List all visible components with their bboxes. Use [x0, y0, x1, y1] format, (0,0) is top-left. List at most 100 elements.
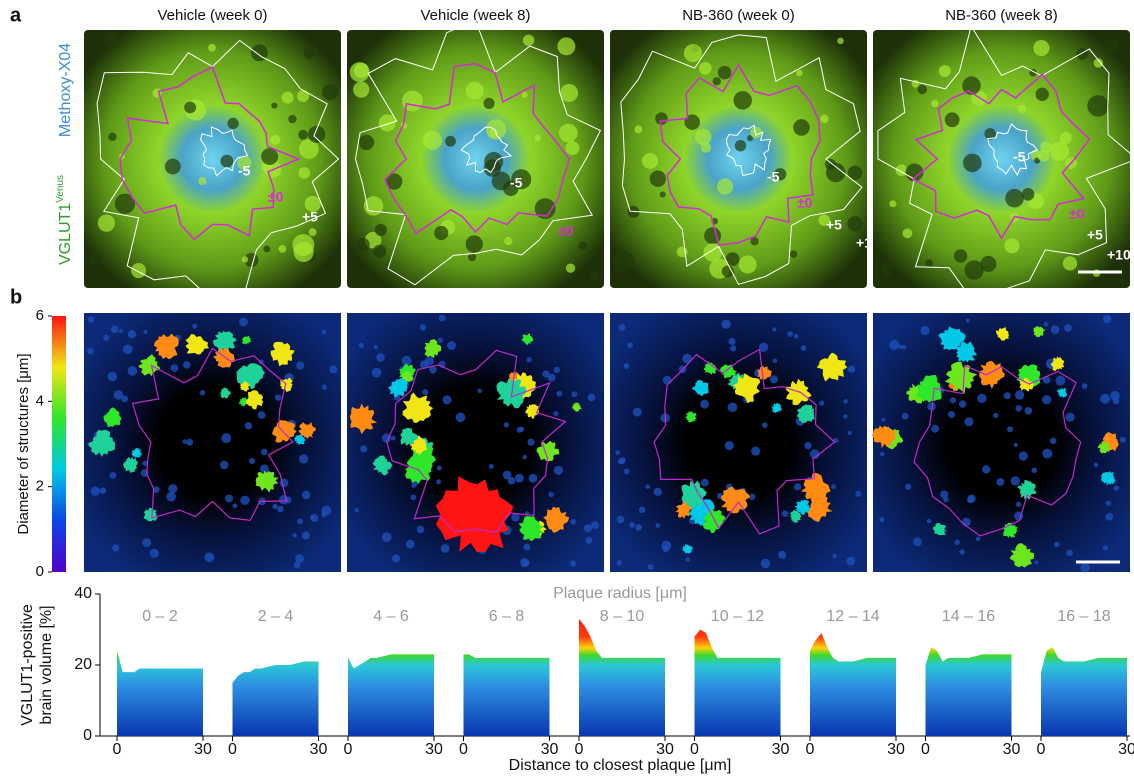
map-texture [1114, 485, 1119, 490]
map-texture [200, 390, 206, 396]
map-texture [128, 330, 136, 338]
map-texture [192, 324, 197, 329]
map-texture [529, 474, 538, 483]
map-texture [391, 436, 396, 441]
map-texture [436, 479, 441, 484]
map-texture [478, 389, 482, 393]
map-texture [456, 413, 466, 423]
map-texture [553, 411, 558, 416]
contour-annotation: +5 [302, 209, 318, 225]
image-texture [954, 249, 968, 263]
image-texture [522, 92, 528, 98]
map-texture [354, 508, 358, 512]
x-tick-label: 30 [1003, 741, 1021, 758]
x-tick-label: 0 [921, 741, 930, 758]
image-texture [613, 250, 635, 272]
map-texture [819, 401, 824, 406]
image-texture [1004, 238, 1019, 253]
map-texture [570, 560, 576, 566]
map-texture [1042, 449, 1052, 459]
area [926, 647, 1012, 736]
area [810, 633, 896, 736]
image-texture [379, 114, 396, 131]
map-texture [150, 549, 159, 558]
map-texture [245, 422, 252, 429]
map-texture [655, 523, 660, 528]
map-texture [411, 483, 416, 488]
y-tick-label: 20 [74, 656, 92, 673]
image-texture [292, 234, 314, 256]
map-texture [233, 503, 238, 508]
map-texture [701, 479, 709, 487]
map-texture [1050, 438, 1057, 445]
image-texture [489, 129, 498, 138]
panel-label: 4 – 6 [373, 608, 409, 625]
image-texture [931, 100, 938, 107]
image-texture [1033, 40, 1049, 56]
image-texture [208, 44, 216, 52]
map-texture [617, 516, 625, 524]
image-texture [790, 250, 797, 257]
colorbar-tick-label: 2 [36, 478, 44, 495]
map-texture [778, 551, 786, 559]
image-texture [1103, 38, 1119, 54]
panel-label: 8 – 10 [600, 608, 645, 625]
image-texture [220, 155, 233, 168]
map-texture [1105, 513, 1113, 521]
map-texture [297, 518, 303, 524]
image-texture [820, 114, 828, 122]
map-texture [728, 338, 735, 345]
map-texture [359, 343, 364, 348]
image-texture [373, 245, 386, 258]
map-texture [855, 491, 861, 497]
image-texture [108, 133, 116, 141]
map-texture [843, 414, 848, 419]
y-axis-label: brain volume [%] [38, 605, 55, 724]
map-texture [902, 413, 909, 420]
image-texture [242, 256, 248, 262]
contour-annotation: -5 [238, 163, 251, 179]
map-texture [166, 492, 176, 502]
map-texture [1080, 563, 1089, 572]
image-texture [945, 112, 960, 127]
map-texture [943, 497, 949, 503]
map-texture [619, 324, 626, 331]
image-texture [589, 272, 598, 281]
map-texture [111, 326, 119, 334]
map-texture [225, 494, 233, 502]
image-texture [131, 263, 146, 278]
panel-label: a [10, 4, 22, 26]
panel-label: b [10, 286, 22, 308]
map-texture [277, 506, 284, 513]
map-texture [968, 495, 976, 503]
colorbar-tick-label: 4 [36, 392, 44, 409]
x-tick-label: 30 [772, 741, 790, 758]
map-texture [1016, 405, 1022, 411]
figure: a b Methoxy-X04 VGLUT1Venus Diameter of … [0, 0, 1134, 776]
image-texture [825, 159, 836, 170]
map-texture [725, 441, 734, 450]
x-tick-label: 30 [194, 741, 212, 758]
map-texture [927, 519, 932, 524]
map-texture [1120, 437, 1126, 443]
image-texture [322, 84, 338, 100]
y-tick-label: 40 [74, 585, 92, 602]
image-texture [466, 82, 484, 100]
map-texture [489, 464, 494, 469]
map-texture [964, 417, 973, 426]
image-texture [534, 135, 540, 141]
x-tick-label: 0 [806, 741, 815, 758]
map-texture [682, 354, 692, 364]
map-texture [392, 554, 400, 562]
contour-annotation: -5 [1013, 149, 1026, 165]
map-texture [782, 510, 789, 517]
image-texture [701, 142, 711, 152]
panel-label: 16 – 18 [1057, 608, 1110, 625]
image-texture [642, 153, 658, 169]
map-texture [186, 439, 193, 446]
image-texture [89, 254, 100, 265]
map-texture [87, 348, 93, 354]
map-texture [1082, 383, 1088, 389]
map-texture [522, 455, 526, 459]
map-texture [1031, 467, 1037, 473]
